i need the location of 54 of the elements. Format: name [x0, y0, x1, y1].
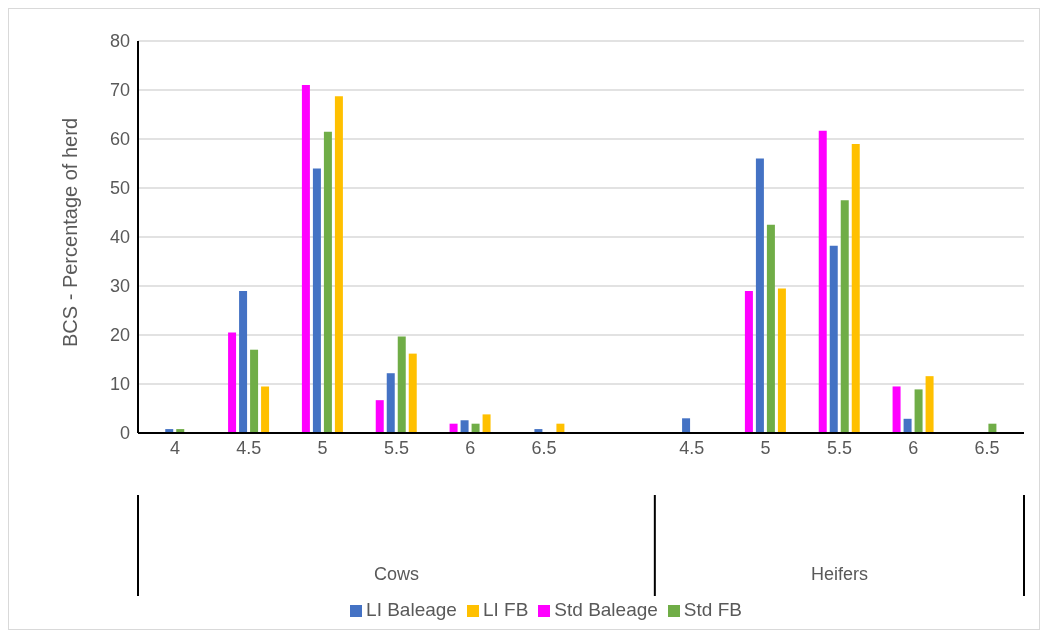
x-tick-label: 5 — [317, 437, 328, 458]
y-tick-label: 20 — [109, 325, 130, 346]
bar — [682, 418, 691, 433]
legend-label: LI FB — [482, 599, 529, 620]
text: Heifers — [810, 564, 868, 584]
x-tick-label: 4.5 — [236, 437, 262, 458]
bar — [903, 418, 912, 433]
x-tick-label: 4 — [169, 437, 180, 458]
bar — [261, 386, 270, 433]
bar — [892, 386, 901, 433]
x-tick-label: 5 — [760, 437, 771, 458]
bar — [829, 245, 838, 433]
legend-label: Std Baleage — [554, 599, 658, 620]
y-tick-label: 60 — [109, 129, 130, 150]
bar — [239, 290, 248, 433]
x-tick-label: 6 — [465, 437, 476, 458]
bar — [925, 376, 934, 433]
bar — [840, 200, 849, 433]
bar — [755, 158, 764, 433]
bar — [744, 290, 753, 433]
x-tick-label: 5.5 — [826, 437, 852, 458]
x-tick-label: 6.5 — [531, 437, 557, 458]
x-tick-label: 4.5 — [679, 437, 705, 458]
bar — [334, 96, 343, 433]
bar — [851, 143, 860, 433]
y-tick-label: 80 — [109, 31, 130, 52]
y-axis-title: BCS - Percentage of herd — [59, 117, 82, 347]
y-tick-label: 10 — [109, 374, 130, 395]
bar — [460, 420, 469, 433]
bar — [914, 389, 923, 433]
bar — [482, 414, 491, 433]
text: Cows — [373, 564, 419, 584]
legend-label: Std FB — [683, 599, 742, 620]
bar — [375, 400, 384, 433]
y-tick-label: 30 — [109, 276, 130, 297]
bar — [312, 168, 321, 433]
bar — [408, 353, 417, 433]
bar — [301, 85, 310, 433]
x-tick-label: 5.5 — [383, 437, 409, 458]
x-tick-label: 6 — [908, 437, 919, 458]
y-tick-label: 0 — [119, 423, 130, 444]
bar — [323, 131, 332, 433]
bar — [250, 349, 259, 433]
bar — [777, 288, 786, 433]
y-tick-label: 50 — [109, 178, 130, 199]
bar — [386, 373, 395, 433]
x-tick-label: 6.5 — [974, 437, 1000, 458]
bar — [397, 336, 406, 433]
legend-label: LI Baleage — [366, 599, 457, 620]
bar — [228, 332, 237, 433]
bar — [766, 224, 775, 433]
y-tick-label: 70 — [109, 80, 130, 101]
y-tick-label: 40 — [109, 227, 130, 248]
bar — [818, 130, 827, 433]
